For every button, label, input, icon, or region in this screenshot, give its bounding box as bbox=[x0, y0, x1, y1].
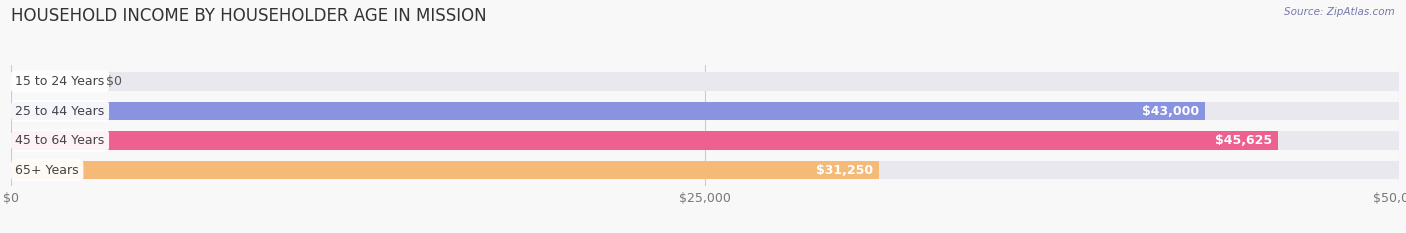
Text: HOUSEHOLD INCOME BY HOUSEHOLDER AGE IN MISSION: HOUSEHOLD INCOME BY HOUSEHOLDER AGE IN M… bbox=[11, 7, 486, 25]
Bar bbox=[11, 102, 1399, 120]
Bar bbox=[11, 131, 1278, 150]
Text: $45,625: $45,625 bbox=[1215, 134, 1272, 147]
Text: 15 to 24 Years: 15 to 24 Years bbox=[15, 75, 104, 88]
Text: 65+ Years: 65+ Years bbox=[15, 164, 79, 177]
Bar bbox=[11, 102, 1205, 120]
Text: $43,000: $43,000 bbox=[1142, 105, 1199, 117]
Bar bbox=[11, 161, 1399, 179]
Bar bbox=[11, 72, 1399, 91]
Text: $0: $0 bbox=[105, 75, 121, 88]
Bar bbox=[11, 131, 1399, 150]
Text: 25 to 44 Years: 25 to 44 Years bbox=[15, 105, 104, 117]
Text: 45 to 64 Years: 45 to 64 Years bbox=[15, 134, 104, 147]
Bar bbox=[11, 161, 879, 179]
Text: $31,250: $31,250 bbox=[815, 164, 873, 177]
Text: Source: ZipAtlas.com: Source: ZipAtlas.com bbox=[1284, 7, 1395, 17]
